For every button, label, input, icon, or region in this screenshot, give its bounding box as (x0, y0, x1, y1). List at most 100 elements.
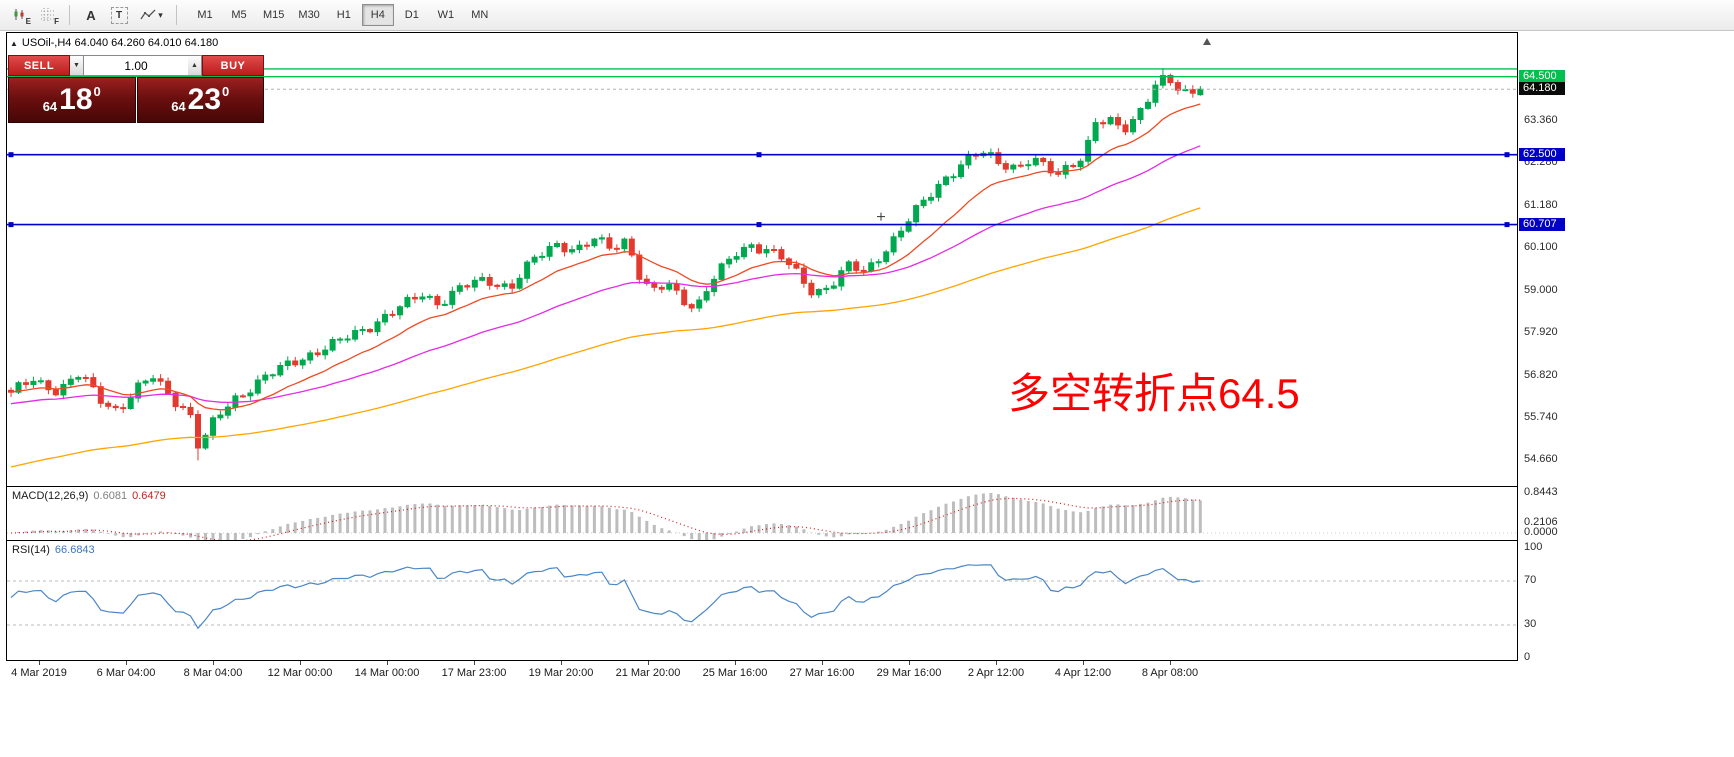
line-handle[interactable] (8, 222, 14, 228)
candle-down (995, 152, 1002, 164)
macd-indicator-panel[interactable] (7, 487, 1517, 540)
candle-down (1040, 157, 1047, 163)
candle-up (1137, 108, 1144, 120)
text-label-tool-icon[interactable]: A (86, 7, 96, 23)
candle-up (135, 382, 142, 399)
timeframe-button-H4[interactable]: H4 (361, 4, 394, 26)
candle-up (262, 374, 269, 381)
candle-up (875, 261, 882, 264)
line-handle[interactable] (1504, 222, 1510, 228)
current-price-tag[interactable]: 64.180 (1519, 82, 1565, 95)
candle-down (52, 389, 59, 396)
candle-up (67, 378, 74, 385)
candle-up (598, 237, 605, 240)
rsi-name: RSI(14) (12, 544, 50, 556)
candle-up (763, 249, 770, 254)
candle-down (1167, 75, 1174, 84)
sell-button[interactable]: SELL (8, 55, 70, 76)
candle-up (815, 289, 822, 296)
chart-annotation-text[interactable]: 多空转折点64.5 (1008, 370, 1300, 417)
candle-up (987, 152, 994, 155)
expert-chart-icon[interactable]: E (7, 3, 33, 27)
grid-glyph-icon (41, 8, 54, 21)
macd-scale-label: 0.8443 (1524, 486, 1558, 498)
price-tick-label: 63.360 (1524, 114, 1558, 126)
resistance-price-tag[interactable]: 64.500 (1519, 70, 1565, 83)
candle-down (239, 395, 246, 398)
price-tick-label: 61.180 (1524, 199, 1558, 211)
time-tick (1170, 661, 1171, 665)
timeframe-button-M30[interactable]: M30 (298, 9, 320, 21)
timeframe-button-MN[interactable]: MN (471, 9, 489, 21)
candle-up (307, 352, 314, 361)
line-handle[interactable] (8, 152, 14, 158)
timeframe-button-W1[interactable]: W1 (437, 9, 455, 21)
rsi-line (10, 564, 1201, 630)
fractals-sub-label: F (54, 17, 59, 26)
candle-down (756, 244, 762, 254)
time-tick (561, 661, 562, 665)
candle-up (1077, 160, 1084, 168)
candle-down (389, 313, 396, 316)
text-box-tool-icon[interactable]: T (106, 3, 132, 27)
candle-up (1182, 89, 1189, 92)
candle-up (75, 377, 82, 380)
candle-up (471, 279, 478, 288)
rsi-scale-label: 70 (1524, 574, 1537, 586)
sell-price-display[interactable]: 64 18 0 (8, 77, 136, 123)
rsi-indicator-panel[interactable] (7, 541, 1517, 660)
candle-down (1002, 163, 1009, 170)
candle-up (958, 164, 964, 178)
support-price-tag-2[interactable]: 60.707 (1519, 218, 1565, 231)
buy-price-display[interactable]: 64 23 0 (136, 77, 264, 123)
candle-up (591, 238, 598, 247)
panel-border (6, 32, 1518, 33)
candle-down (486, 277, 493, 286)
timeframe-button-H1[interactable]: H1 (336, 9, 351, 21)
candle-down (1174, 82, 1181, 91)
candle-down (1100, 122, 1107, 125)
candle-up (37, 380, 44, 383)
toolbar-separator (176, 5, 177, 25)
time-axis[interactable]: 4 Mar 2019 6 Mar 04:00 8 Mar 04:00 12 Mar 0… (7, 661, 1517, 689)
time-label: 12 Mar 00:00 (267, 667, 333, 679)
candle-down (658, 286, 665, 290)
timeframe-button-M5[interactable]: M5 (231, 9, 247, 21)
candle-down (120, 407, 127, 410)
candle-down (1047, 161, 1054, 174)
candle-up (554, 243, 560, 247)
volume-input[interactable]: 1.00 (84, 55, 188, 76)
volume-decrease-button[interactable]: ▼ (70, 55, 84, 76)
candle-up (823, 287, 830, 291)
candle-up (898, 230, 905, 238)
indicators-menu-icon[interactable]: ▾ (134, 3, 168, 27)
price-tick-label: 56.820 (1524, 369, 1558, 381)
line-handle[interactable] (756, 222, 762, 228)
collapse-trade-panel-icon[interactable]: ▲ (10, 39, 18, 48)
candle-up (30, 380, 37, 385)
support-price-tag-1[interactable]: 62.500 (1519, 148, 1565, 161)
line-handle[interactable] (1504, 152, 1510, 158)
candle-down (613, 247, 620, 250)
candle-down (180, 406, 186, 408)
time-tick (213, 661, 214, 665)
candle-up (419, 296, 426, 300)
price-axis[interactable]: 63.360 62.280 61.180 60.100 59.000 57.920 56.8… (1518, 32, 1734, 663)
candle-down (1017, 164, 1024, 167)
time-tick (909, 661, 910, 665)
line-handle[interactable] (756, 152, 762, 158)
toolbar-separator (69, 5, 70, 25)
candle-down (808, 282, 815, 296)
candle-down (643, 278, 650, 284)
timeframe-button-D1[interactable]: D1 (404, 9, 419, 21)
candle-down (45, 380, 52, 391)
fractals-grid-icon[interactable]: F (35, 3, 61, 27)
chart-shift-icon[interactable] (1203, 38, 1211, 45)
buy-button[interactable]: BUY (202, 55, 264, 76)
timeframe-button-M1[interactable]: M1 (197, 9, 213, 21)
volume-increase-button[interactable]: ▲ (188, 55, 202, 76)
candle-up (374, 321, 381, 333)
candle-up (569, 249, 575, 253)
time-label: 4 Mar 2019 (11, 667, 67, 679)
timeframe-button-M15[interactable]: M15 (263, 9, 285, 21)
